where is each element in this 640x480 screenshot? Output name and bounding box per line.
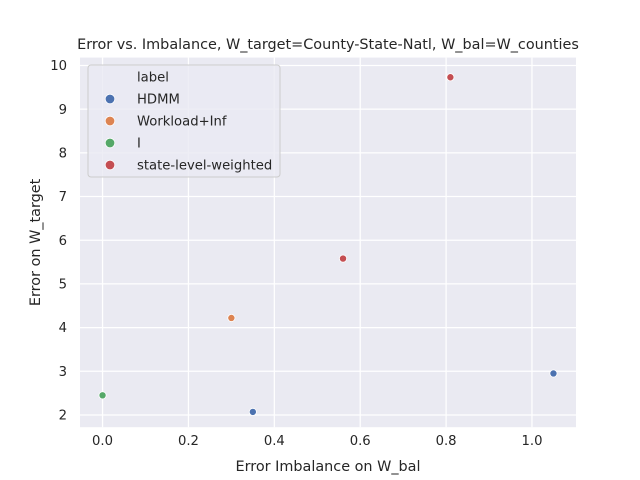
x-tick-label: 0.4 — [264, 434, 285, 449]
x-tick-label: 1.0 — [521, 434, 542, 449]
legend-label: HDMM — [137, 93, 180, 108]
x-tick-label: 0.6 — [350, 434, 371, 449]
legend-marker — [104, 159, 116, 171]
y-tick-label: 5 — [59, 278, 67, 293]
legend: label HDMM Workload+Inf Istate-level-weigh… — [87, 64, 281, 178]
y-tick-label: 2 — [59, 409, 67, 424]
data-point — [248, 407, 257, 416]
y-tick-labels: 2 3 4 5 6 7 8 9 10 — [50, 59, 67, 424]
data-point — [339, 254, 348, 263]
data-point — [549, 369, 558, 378]
y-axis-label: Error on W_target — [28, 178, 44, 306]
y-tick-label: 6 — [59, 234, 67, 249]
data-points — [98, 73, 558, 416]
y-tick-label: 8 — [59, 146, 67, 161]
legend-marker — [104, 93, 116, 105]
data-point — [446, 73, 455, 82]
legend-title: label — [137, 71, 169, 86]
legend-box — [87, 64, 281, 178]
y-tick-label: 7 — [59, 190, 67, 205]
x-tick-label: 0.8 — [436, 434, 457, 449]
y-tick-label: 3 — [59, 365, 67, 380]
legend-label: state-level-weighted — [137, 159, 272, 174]
x-tick-label: 0.2 — [178, 434, 199, 449]
x-tick-label: 0.0 — [92, 434, 113, 449]
y-tick-label: 4 — [59, 321, 67, 336]
legend-label: Workload+Inf — [137, 115, 227, 130]
x-tick-labels: 0.0 0.2 0.4 0.6 0.8 1.0 — [92, 434, 542, 449]
legend-label: I — [137, 137, 141, 152]
legend-marker — [104, 137, 116, 149]
y-tick-label: 10 — [50, 59, 67, 74]
x-axis-label: Error Imbalance on W_bal — [235, 459, 420, 475]
data-point — [227, 313, 236, 322]
data-point — [98, 391, 107, 400]
y-tick-label: 9 — [59, 103, 67, 118]
chart-title: Error vs. Imbalance, W_target=County-Sta… — [77, 37, 579, 53]
legend-marker — [104, 115, 116, 127]
